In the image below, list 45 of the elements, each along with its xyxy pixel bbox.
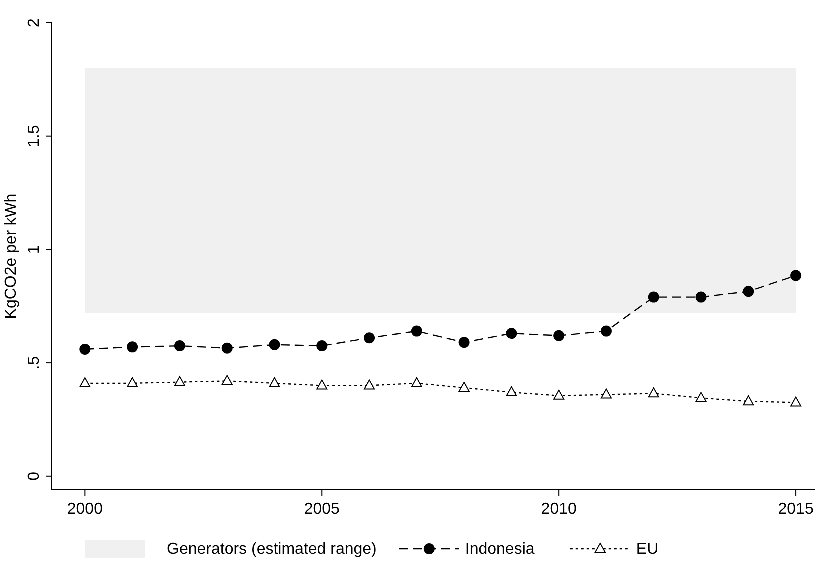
point — [696, 392, 707, 402]
point — [174, 340, 186, 352]
point — [80, 344, 91, 355]
point — [648, 388, 660, 398]
point — [80, 377, 91, 388]
y-tick-label: 2 — [26, 18, 43, 28]
y-tick-label: 1 — [26, 245, 43, 254]
y-axis-title: KgCO2e per kWh — [3, 194, 20, 320]
point — [411, 377, 422, 388]
point — [600, 388, 612, 399]
point — [269, 339, 280, 350]
point — [364, 332, 376, 344]
y-tick-label: 0 — [26, 472, 43, 481]
point — [696, 292, 707, 303]
legend-label: EU — [636, 541, 659, 558]
point — [506, 386, 518, 397]
point — [554, 330, 565, 342]
point — [316, 380, 328, 390]
point — [458, 382, 470, 392]
point — [269, 377, 280, 388]
point — [458, 337, 470, 348]
point — [127, 342, 138, 353]
point — [790, 396, 802, 407]
point — [790, 270, 802, 282]
x-tick-label: 2015 — [778, 501, 814, 518]
legend-label: Generators (estimated range) — [167, 541, 377, 558]
legend-label: Indonesia — [465, 541, 535, 558]
point — [411, 326, 422, 337]
point — [316, 340, 328, 352]
point — [743, 286, 754, 298]
x-tick-label: 2000 — [67, 501, 104, 518]
point — [222, 375, 233, 386]
point — [506, 328, 518, 340]
y-tick-label: 1.5 — [26, 125, 43, 148]
point — [600, 326, 612, 337]
x-tick-label: 2010 — [541, 501, 577, 518]
point — [364, 380, 376, 390]
point — [174, 376, 186, 386]
point — [648, 292, 660, 303]
x-tick-label: 2005 — [304, 501, 340, 518]
point — [127, 377, 138, 388]
point — [743, 396, 754, 406]
y-tick-label: .5 — [26, 356, 43, 370]
point — [222, 342, 233, 354]
point — [554, 390, 565, 400]
